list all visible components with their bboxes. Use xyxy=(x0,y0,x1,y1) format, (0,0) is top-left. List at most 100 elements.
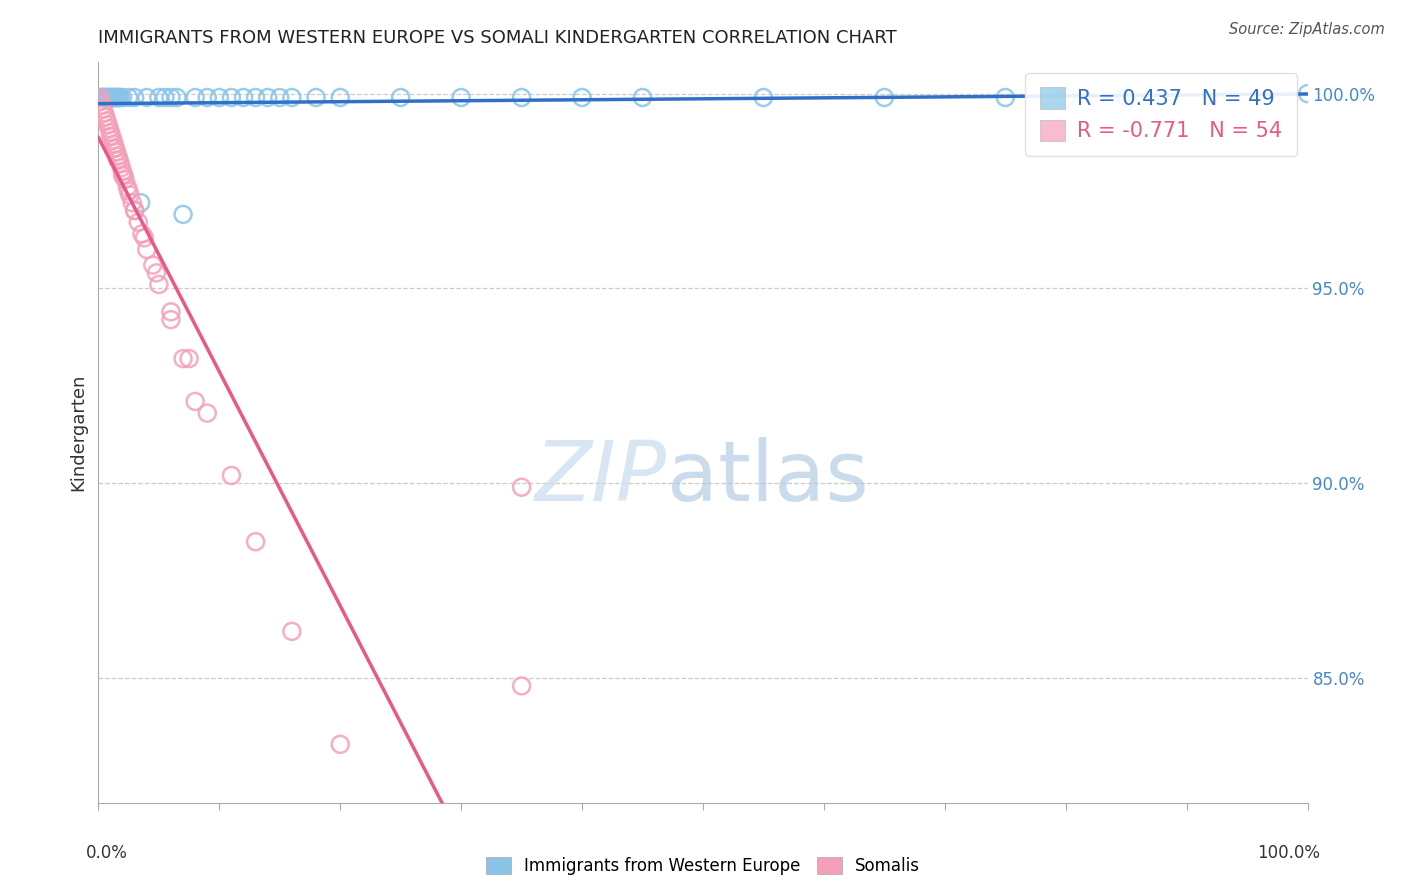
Point xyxy=(89,90,111,104)
Point xyxy=(111,169,134,183)
Point xyxy=(135,90,157,104)
Point xyxy=(94,110,117,124)
Point xyxy=(100,126,122,140)
Text: atlas: atlas xyxy=(666,436,869,517)
Point xyxy=(329,737,352,751)
Point xyxy=(450,90,472,104)
Point xyxy=(510,679,533,693)
Point xyxy=(245,534,267,549)
Point xyxy=(172,351,194,366)
Point xyxy=(111,90,134,104)
Point xyxy=(752,90,775,104)
Point xyxy=(91,90,114,104)
Point xyxy=(148,90,170,104)
Point xyxy=(160,90,183,104)
Point xyxy=(91,102,114,116)
Legend: Immigrants from Western Europe, Somalis: Immigrants from Western Europe, Somalis xyxy=(477,849,929,884)
Point xyxy=(571,90,593,104)
Point xyxy=(134,231,156,245)
Point xyxy=(281,624,304,639)
Text: 100.0%: 100.0% xyxy=(1257,844,1320,862)
Point xyxy=(389,90,412,104)
Point xyxy=(1296,87,1319,101)
Point xyxy=(97,118,120,132)
Point xyxy=(98,121,121,136)
Point xyxy=(631,90,654,104)
Point xyxy=(179,351,201,366)
Point xyxy=(510,90,533,104)
Point xyxy=(93,106,115,120)
Point xyxy=(1115,90,1137,104)
Point xyxy=(166,90,188,104)
Point xyxy=(256,90,278,104)
Point xyxy=(100,129,122,144)
Point xyxy=(269,90,291,104)
Point xyxy=(96,114,118,128)
Point xyxy=(108,90,131,104)
Point xyxy=(281,90,304,104)
Point xyxy=(118,90,141,104)
Point xyxy=(101,133,124,147)
Point xyxy=(105,90,128,104)
Point xyxy=(111,164,134,178)
Point xyxy=(98,90,121,104)
Point xyxy=(131,227,153,241)
Point xyxy=(1054,90,1077,104)
Point xyxy=(221,90,243,104)
Point xyxy=(135,243,157,257)
Text: 0.0%: 0.0% xyxy=(86,844,128,862)
Point xyxy=(112,169,135,183)
Point xyxy=(100,90,122,104)
Point xyxy=(91,90,114,104)
Point xyxy=(127,215,149,229)
Point xyxy=(873,90,896,104)
Point xyxy=(510,480,533,494)
Point xyxy=(104,90,127,104)
Point xyxy=(90,90,112,104)
Point xyxy=(232,90,254,104)
Point xyxy=(245,90,267,104)
Point xyxy=(117,180,139,194)
Point xyxy=(107,153,129,167)
Text: Source: ZipAtlas.com: Source: ZipAtlas.com xyxy=(1229,22,1385,37)
Point xyxy=(145,266,167,280)
Point xyxy=(221,468,243,483)
Point xyxy=(100,90,122,104)
Point xyxy=(118,188,141,202)
Point xyxy=(153,90,176,104)
Point xyxy=(994,90,1017,104)
Point xyxy=(107,90,129,104)
Point xyxy=(172,207,194,221)
Text: IMMIGRANTS FROM WESTERN EUROPE VS SOMALI KINDERGARTEN CORRELATION CHART: IMMIGRANTS FROM WESTERN EUROPE VS SOMALI… xyxy=(98,29,897,47)
Point xyxy=(114,172,136,186)
Point xyxy=(107,149,129,163)
Point xyxy=(389,873,412,888)
Point xyxy=(108,153,131,167)
Point xyxy=(103,90,125,104)
Point xyxy=(104,141,127,155)
Point xyxy=(97,90,120,104)
Text: ZIP: ZIP xyxy=(534,436,666,517)
Point xyxy=(91,98,114,112)
Point xyxy=(124,203,146,218)
Point xyxy=(184,394,207,409)
Point xyxy=(103,137,125,152)
Point xyxy=(160,312,183,326)
Point xyxy=(101,90,124,104)
Point xyxy=(160,305,183,319)
Point xyxy=(195,90,218,104)
Point xyxy=(208,90,231,104)
Point xyxy=(103,141,125,155)
Y-axis label: Kindergarten: Kindergarten xyxy=(69,374,87,491)
Point xyxy=(329,90,352,104)
Point xyxy=(184,90,207,104)
Point xyxy=(93,90,115,104)
Point xyxy=(108,157,131,171)
Legend: R = 0.437   N = 49, R = -0.771   N = 54: R = 0.437 N = 49, R = -0.771 N = 54 xyxy=(1025,73,1298,156)
Point xyxy=(124,203,146,218)
Point xyxy=(110,161,132,175)
Point xyxy=(124,90,146,104)
Point xyxy=(108,90,131,104)
Point xyxy=(148,277,170,292)
Point xyxy=(129,195,152,210)
